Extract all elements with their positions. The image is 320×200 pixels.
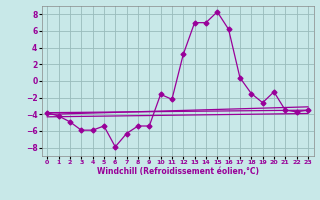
X-axis label: Windchill (Refroidissement éolien,°C): Windchill (Refroidissement éolien,°C) [97, 167, 259, 176]
